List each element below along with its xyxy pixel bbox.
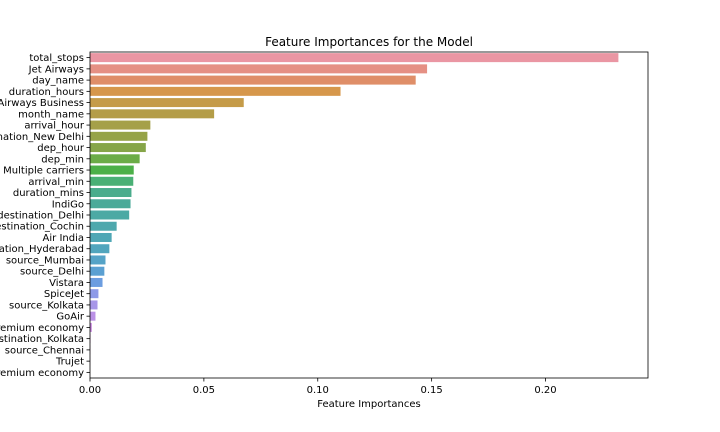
bar-multiple-carriers (90, 165, 134, 175)
bar-vistara (90, 277, 103, 287)
bar-destination-cochin (90, 221, 117, 231)
y-tick-label: source_Mumbai (6, 255, 84, 266)
y-tick-label: SpiceJet (44, 289, 84, 300)
bar-goair (90, 311, 96, 321)
bar-jet-airways-business (90, 98, 244, 108)
y-tick-label: source_Chennai (5, 345, 84, 356)
y-tick-label: duration_hours (9, 87, 84, 98)
y-tick-label: dep_min (41, 154, 84, 165)
bar-source-delhi (90, 266, 105, 276)
y-tick-label: Multiple carriers Premium economy (0, 323, 84, 334)
y-tick-label: source_Kolkata (9, 300, 84, 311)
y-tick-label: destination_Cochin (0, 222, 84, 233)
y-tick-label: destination_Kolkata (0, 334, 84, 345)
bar-destination-delhi (90, 210, 130, 220)
bar-source-mumbai (90, 255, 106, 265)
y-tick-label: dep_hour (37, 143, 85, 154)
y-tick-label: Multiple carriers (3, 166, 84, 177)
y-tick-label: Trujet (55, 357, 84, 368)
bar-spicejet (90, 289, 99, 299)
y-tick-label: Vistara (49, 278, 84, 289)
bar-duration-hours (90, 86, 341, 96)
bar-destination-new-delhi (90, 131, 148, 141)
y-tick-label: destination_New Delhi (0, 132, 84, 143)
y-tick-label: month_name (18, 109, 84, 120)
x-axis-label: Feature Importances (317, 399, 420, 410)
y-tick-label: day_name (32, 76, 84, 87)
bar-arrival-hour (90, 120, 151, 130)
chart-title: Feature Importances for the Model (265, 35, 473, 49)
y-tick-label: source_Delhi (20, 267, 84, 278)
bar-duration-mins (90, 188, 132, 198)
bar-indigo (90, 199, 131, 209)
y-tick-label: destination_Hyderabad (0, 244, 84, 255)
bar-air-india (90, 232, 112, 242)
y-tick-label: Air India (43, 233, 84, 244)
bar-multiple-carriers-premium-economy (90, 322, 92, 332)
x-tick-label: 0.00 (79, 385, 101, 396)
bar-arrival-min (90, 176, 134, 186)
y-tick-label: arrival_min (28, 177, 84, 188)
bar-total-stops (90, 53, 619, 63)
bar-dep-hour (90, 143, 146, 153)
bar-dep-min (90, 154, 140, 164)
y-tick-label: Jet Airways (28, 64, 84, 75)
y-tick-label: Vistara Premium economy (0, 368, 84, 379)
y-tick-label: duration_mins (13, 188, 84, 199)
bar-destination-hyderabad (90, 244, 110, 254)
y-tick-label: destination_Delhi (0, 211, 84, 222)
x-tick-label: 0.05 (193, 385, 215, 396)
x-tick-label: 0.20 (534, 385, 556, 396)
y-tick-label: GoAir (56, 312, 84, 323)
bars-layer (90, 53, 619, 377)
y-tick-label: total_stops (29, 53, 84, 64)
y-tick-label: IndiGo (52, 199, 84, 210)
bar-month-name (90, 109, 215, 119)
plot-area-frame (89, 51, 649, 379)
y-tick-label: Jet Airways Business (0, 98, 84, 109)
x-tick-label: 0.10 (307, 385, 329, 396)
x-tick-label: 0.15 (420, 385, 442, 396)
bar-source-kolkata (90, 300, 98, 310)
x-ticks: 0.00 0.05 0.10 0.15 0.20 (79, 378, 557, 396)
bar-jet-airways (90, 64, 428, 74)
bar-day-name (90, 75, 416, 85)
y-tick-label: arrival_hour (24, 121, 85, 132)
